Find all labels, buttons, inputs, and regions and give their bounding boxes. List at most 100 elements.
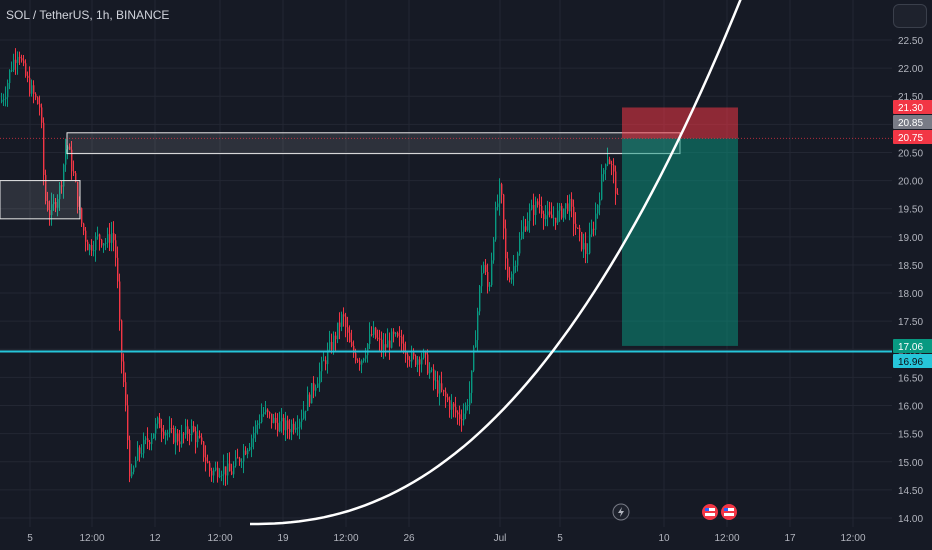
candle-body xyxy=(607,159,609,165)
candle-body xyxy=(263,412,265,415)
candle-body xyxy=(435,380,437,382)
candlestick-series xyxy=(1,48,619,486)
candle-body xyxy=(221,474,223,476)
candle-body xyxy=(511,273,513,280)
candle-body xyxy=(453,403,455,407)
candle-body xyxy=(397,333,399,337)
candle-body xyxy=(143,439,145,454)
candle-body xyxy=(153,433,155,439)
candle-body xyxy=(291,423,293,433)
candle-body xyxy=(613,165,615,172)
chart-menu-button[interactable] xyxy=(893,4,927,28)
price-tick: 18.00 xyxy=(898,289,923,300)
candle-body xyxy=(415,355,417,365)
candle-body xyxy=(505,228,507,259)
candle-body xyxy=(443,390,445,392)
candle-body xyxy=(253,432,255,439)
candle-body xyxy=(29,77,31,94)
candle-body xyxy=(257,423,259,425)
candle-body xyxy=(421,357,423,365)
candle-body xyxy=(233,465,235,475)
supply-zone-left xyxy=(0,180,81,220)
candle-body xyxy=(177,433,179,442)
candle-body xyxy=(425,351,427,355)
candle-body xyxy=(401,336,403,344)
candle-body xyxy=(131,471,133,477)
candle-body xyxy=(305,410,307,412)
candle-body xyxy=(357,360,359,362)
candle-body xyxy=(447,397,449,401)
candle-body xyxy=(605,164,607,170)
candle-body xyxy=(259,422,261,424)
candle-body xyxy=(49,210,51,216)
candle-body xyxy=(561,205,563,218)
candle-body xyxy=(63,164,65,187)
candle-body xyxy=(129,440,131,477)
price-tick: 16.00 xyxy=(898,402,923,413)
candle-body xyxy=(73,171,75,174)
candle-body xyxy=(391,331,393,348)
candle-body xyxy=(475,340,477,348)
candle-body xyxy=(333,335,335,350)
candle-body xyxy=(75,173,77,182)
candle-body xyxy=(461,419,463,421)
candle-body xyxy=(583,243,585,250)
candle-body xyxy=(445,391,447,398)
price-tick: 20.50 xyxy=(898,148,923,159)
candle-body xyxy=(159,417,161,428)
candle-body xyxy=(89,244,91,251)
price-tick: 20.00 xyxy=(898,177,923,188)
candle-body xyxy=(587,253,589,255)
price-tag-label: 17.06 xyxy=(898,342,923,353)
price-tick: 14.50 xyxy=(898,486,923,497)
candle-body xyxy=(433,369,435,381)
candle-body xyxy=(591,228,593,235)
candle-body xyxy=(553,217,555,219)
candle-body xyxy=(573,206,575,224)
drawings xyxy=(0,107,892,353)
parabola-curve-line xyxy=(250,0,742,526)
candle-body xyxy=(549,211,551,215)
candle-body xyxy=(335,335,337,340)
price-tag xyxy=(893,354,932,368)
candle-body xyxy=(97,234,99,237)
price-tag-label: 21.30 xyxy=(898,103,923,114)
candle-body xyxy=(379,338,381,340)
candle-body xyxy=(297,427,299,429)
candle-body xyxy=(361,360,363,365)
candle-body xyxy=(489,285,491,287)
candle-body xyxy=(293,423,295,430)
candle-body xyxy=(265,409,267,413)
candle-body xyxy=(409,359,411,362)
candle-body xyxy=(171,428,173,430)
candle-body xyxy=(515,265,517,267)
candle-body xyxy=(279,421,281,432)
candle-body xyxy=(269,412,271,414)
candle-body xyxy=(299,421,301,428)
candle-body xyxy=(509,277,511,280)
candle-body xyxy=(539,204,541,206)
candle-body xyxy=(161,427,163,432)
candle-body xyxy=(67,146,69,150)
supply-zone-upper xyxy=(66,132,681,155)
candle-body xyxy=(337,322,339,340)
candle-body xyxy=(193,425,195,432)
candle-body xyxy=(275,417,277,423)
candle-body xyxy=(163,431,165,436)
candle-body xyxy=(565,203,567,209)
candle-body xyxy=(121,320,123,362)
candle-body xyxy=(13,59,15,70)
candle-body xyxy=(137,447,139,461)
candle-body xyxy=(369,334,371,344)
symbol-title[interactable]: SOL / TetherUS, 1h, BINANCE xyxy=(6,8,170,22)
candle-body xyxy=(503,194,505,229)
time-label: 12:00 xyxy=(714,533,739,544)
candle-body xyxy=(311,383,313,404)
candle-body xyxy=(77,181,79,207)
candle-body xyxy=(355,353,357,361)
candle-body xyxy=(303,411,305,419)
price-tick: 22.50 xyxy=(898,36,923,47)
candle-body xyxy=(523,226,525,232)
